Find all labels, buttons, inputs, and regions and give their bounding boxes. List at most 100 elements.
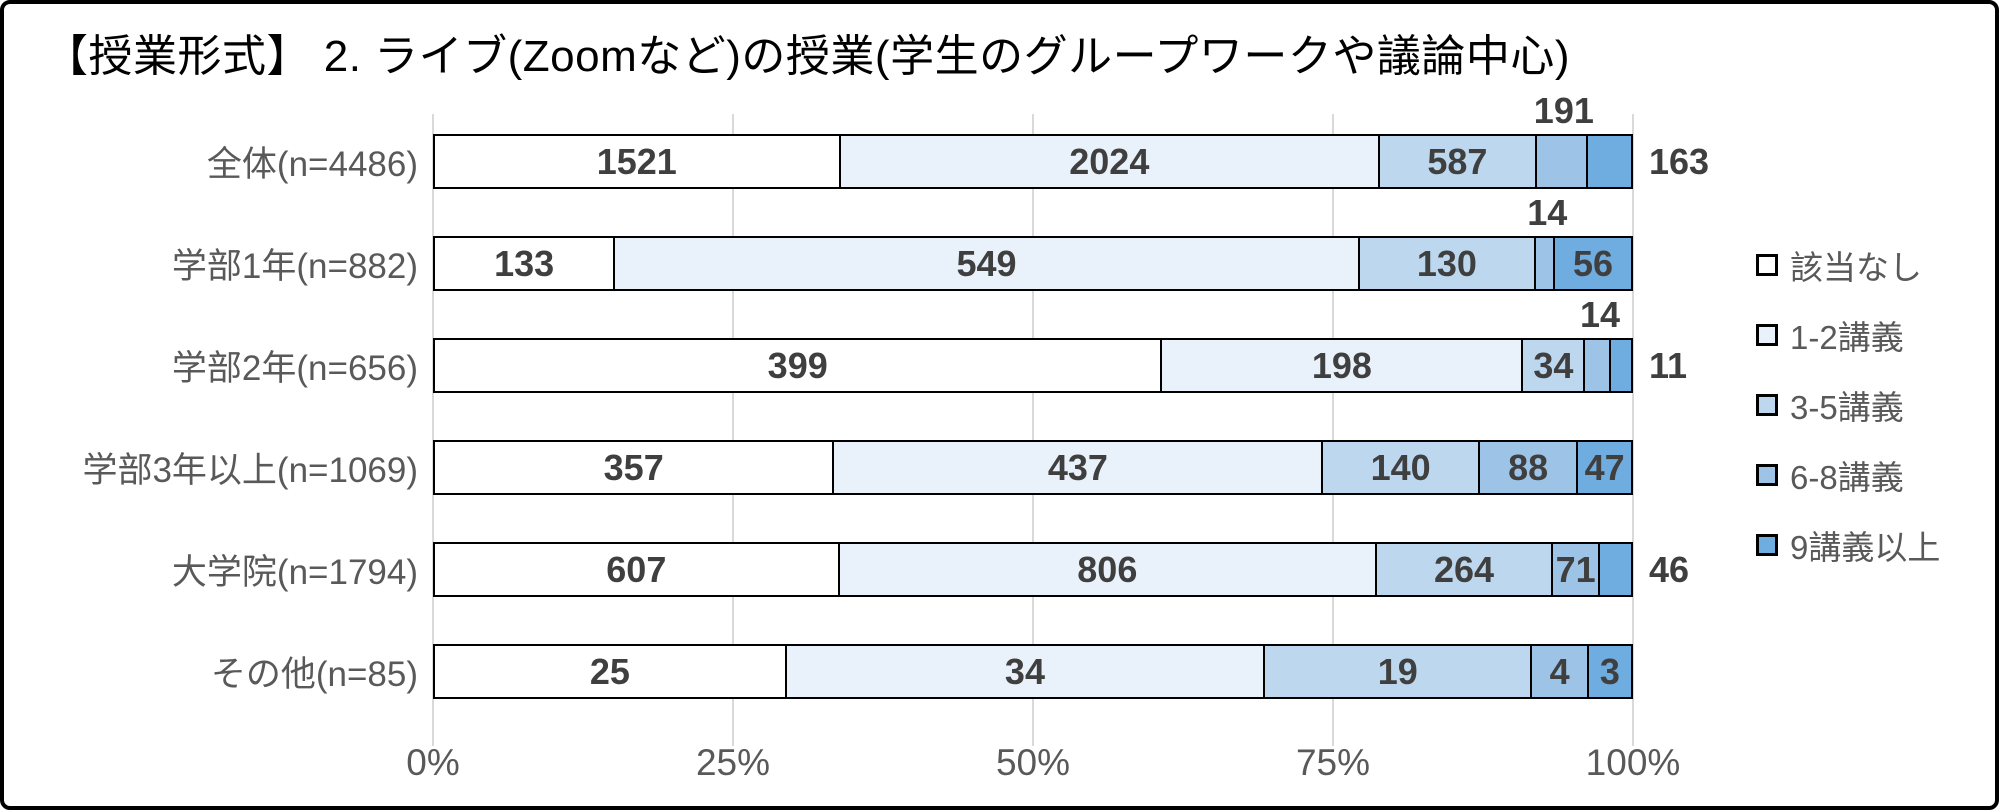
legend-item: 3-5講義 [1756,370,1940,440]
segment-value-label: 2024 [1069,140,1150,182]
bar-segment: 2024 [840,136,1381,187]
x-tick-label: 50% [995,742,1071,783]
x-tick-label: 100% [1585,742,1681,783]
bar-segment [1610,340,1631,391]
gridline [432,114,434,746]
x-tick-label: 0% [406,742,460,783]
legend-swatch-icon [1756,534,1778,556]
legend-item: 1-2講義 [1756,300,1940,370]
bar-row: 399 198 34 14 11 [433,294,1687,393]
segment-value-label: 549 [956,242,1017,284]
chart-title: 【授業形式】 2. ライブ(Zoomなど)の授業(学生のグループワークや議論中心… [44,32,1571,81]
segment-value-label-above: 14 [1580,294,1621,335]
bar-segment: 130 [1359,238,1537,289]
row-label: 学部3年以上(n=1069) [82,451,418,490]
bar: 25 34 19 4 3 [433,644,1633,699]
plot-area: 1521 2024 587 191 163 133 549 130 56 14 399 198 34 14… [432,90,1709,746]
legend-label: 9講義以上 [1790,529,1941,566]
bar: 1521 2024 587 [433,134,1633,189]
legend-item: 6-8講義 [1756,440,1940,510]
bar-segment: 198 [1162,340,1524,391]
bar-row: 1521 2024 587 191 163 [433,90,1709,189]
segment-value-label: 130 [1416,242,1477,284]
segment-value-label: 264 [1433,548,1495,590]
bar-segment [1536,136,1588,187]
bar-segment: 587 [1380,136,1537,187]
bar-segment: 34 [786,646,1266,697]
segment-value-label: 140 [1370,446,1431,488]
bar-segment: 1521 [435,136,841,187]
bar-segment: 88 [1479,442,1579,493]
segment-value-label: 806 [1077,548,1138,590]
segment-value-label: 34 [1004,650,1045,692]
bar-segment: 357 [435,442,835,493]
bar-segment: 4 [1532,646,1589,697]
bar-segment: 140 [1323,442,1480,493]
bar-segment [1587,136,1631,187]
legend-label: 3-5講義 [1790,389,1904,426]
legend-item: 9講義以上 [1756,510,1940,580]
bar-row: 607 806 264 71 46 [433,542,1689,597]
legend-swatch-icon [1756,464,1778,486]
row-label: 学部2年(n=656) [171,349,418,388]
segment-value-label: 4 [1549,650,1570,692]
row-label: 全体(n=4486) [206,145,418,184]
bar-segment [1585,340,1611,391]
legend-swatch-icon [1756,394,1778,416]
bar-segment: 25 [435,646,787,697]
row-label: その他(n=85) [210,655,418,694]
legend-item: 該当なし [1756,230,1940,300]
bar-segment [1600,544,1631,595]
bar-segment [1536,238,1556,289]
bar-row: 357 437 140 88 47 [433,440,1633,495]
gridline [1632,114,1634,746]
segment-value-label: 71 [1555,548,1596,590]
bar-segment: 549 [615,238,1360,289]
bar: 399 198 34 [433,338,1633,393]
bar-row: 25 34 19 4 3 [433,644,1633,699]
legend-label: 該当なし [1790,249,1922,286]
legend-label: 6-8講義 [1790,459,1904,496]
segment-value-label-right: 163 [1649,140,1710,182]
segment-value-label: 47 [1584,446,1625,488]
legend-label: 1-2講義 [1790,319,1904,356]
segment-value-label: 56 [1572,242,1613,284]
segment-value-label: 19 [1377,650,1418,692]
segment-value-label: 437 [1047,446,1108,488]
bar-segment: 47 [1578,442,1631,493]
gridline [732,114,734,746]
gridline [1032,114,1034,746]
segment-value-label: 1521 [596,140,677,182]
bar: 357 437 140 88 47 [433,440,1633,495]
legend-swatch-icon [1756,254,1778,276]
segment-value-label: 133 [494,242,555,284]
segment-value-label: 34 [1533,344,1574,386]
segment-value-label-above: 14 [1527,192,1568,233]
bar-segment: 19 [1265,646,1533,697]
row-label: 大学院(n=1794) [171,553,418,592]
bar: 133 549 130 56 [433,236,1633,291]
segment-value-label: 3 [1599,650,1620,692]
bar-segment: 133 [435,238,616,289]
gridline [1332,114,1334,746]
bar-segment: 71 [1552,544,1601,595]
segment-value-label: 607 [606,548,667,590]
bar-segment: 56 [1555,238,1631,289]
segment-value-label-right: 46 [1649,548,1690,590]
bar-segment: 34 [1523,340,1586,391]
row-label: 学部1年(n=882) [171,247,418,286]
bar-segment: 806 [839,544,1377,595]
legend: 該当なし 1-2講義 3-5講義 6-8講義 9講義以上 [1756,230,1940,580]
bar-segment: 399 [435,340,1163,391]
legend-swatch-icon [1756,324,1778,346]
bar-segment: 607 [435,544,840,595]
bar-row: 133 549 130 56 14 [433,192,1633,291]
segment-value-label: 198 [1311,344,1372,386]
segment-value-label-above: 191 [1533,90,1594,131]
bar: 607 806 264 71 [433,542,1633,597]
bar-segment: 264 [1376,544,1553,595]
segment-value-label-right: 11 [1649,344,1688,386]
segment-value-label: 357 [603,446,664,488]
x-axis: 0% 25% 50% 75% 100% [406,742,1680,792]
